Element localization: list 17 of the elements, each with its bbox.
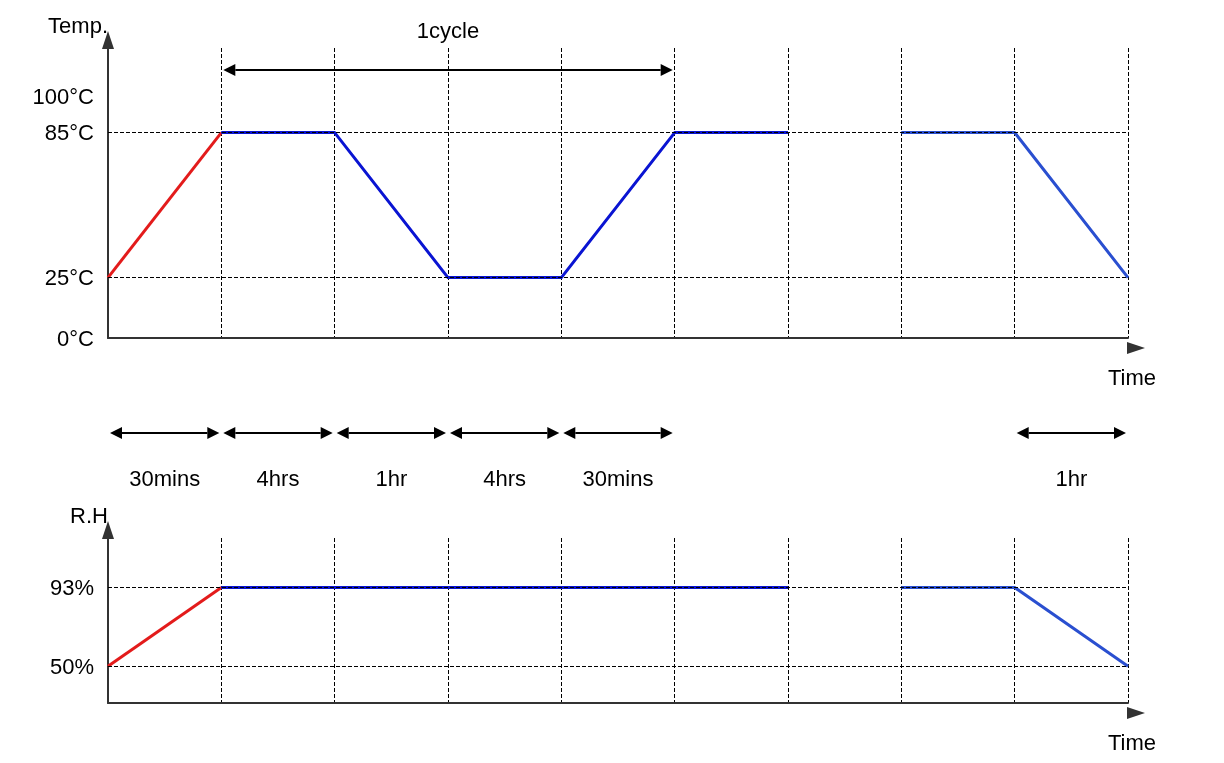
y-tick-label: 100°C: [32, 83, 95, 109]
y-tick-label: 0°C: [57, 325, 95, 351]
y-axis-title: Temp.: [48, 12, 108, 38]
text: 30mins: [582, 465, 654, 491]
y-tick-label: 93%: [49, 575, 94, 600]
x-axis-title: Time: [1108, 729, 1157, 755]
text: 1hr: [375, 465, 408, 491]
text: 1hr: [1055, 465, 1088, 491]
text: 4hrs: [256, 465, 300, 491]
y-tick-label: 25°C: [44, 265, 95, 291]
text: 4hrs: [483, 465, 527, 491]
x-axis-title: Time: [1108, 364, 1157, 390]
y-tick-label: 50%: [49, 653, 94, 679]
y-axis-title: R.H: [70, 502, 108, 528]
text: 1cycle: [416, 17, 480, 43]
text: 30mins: [129, 465, 201, 491]
y-tick-label: 85°C: [44, 120, 95, 146]
